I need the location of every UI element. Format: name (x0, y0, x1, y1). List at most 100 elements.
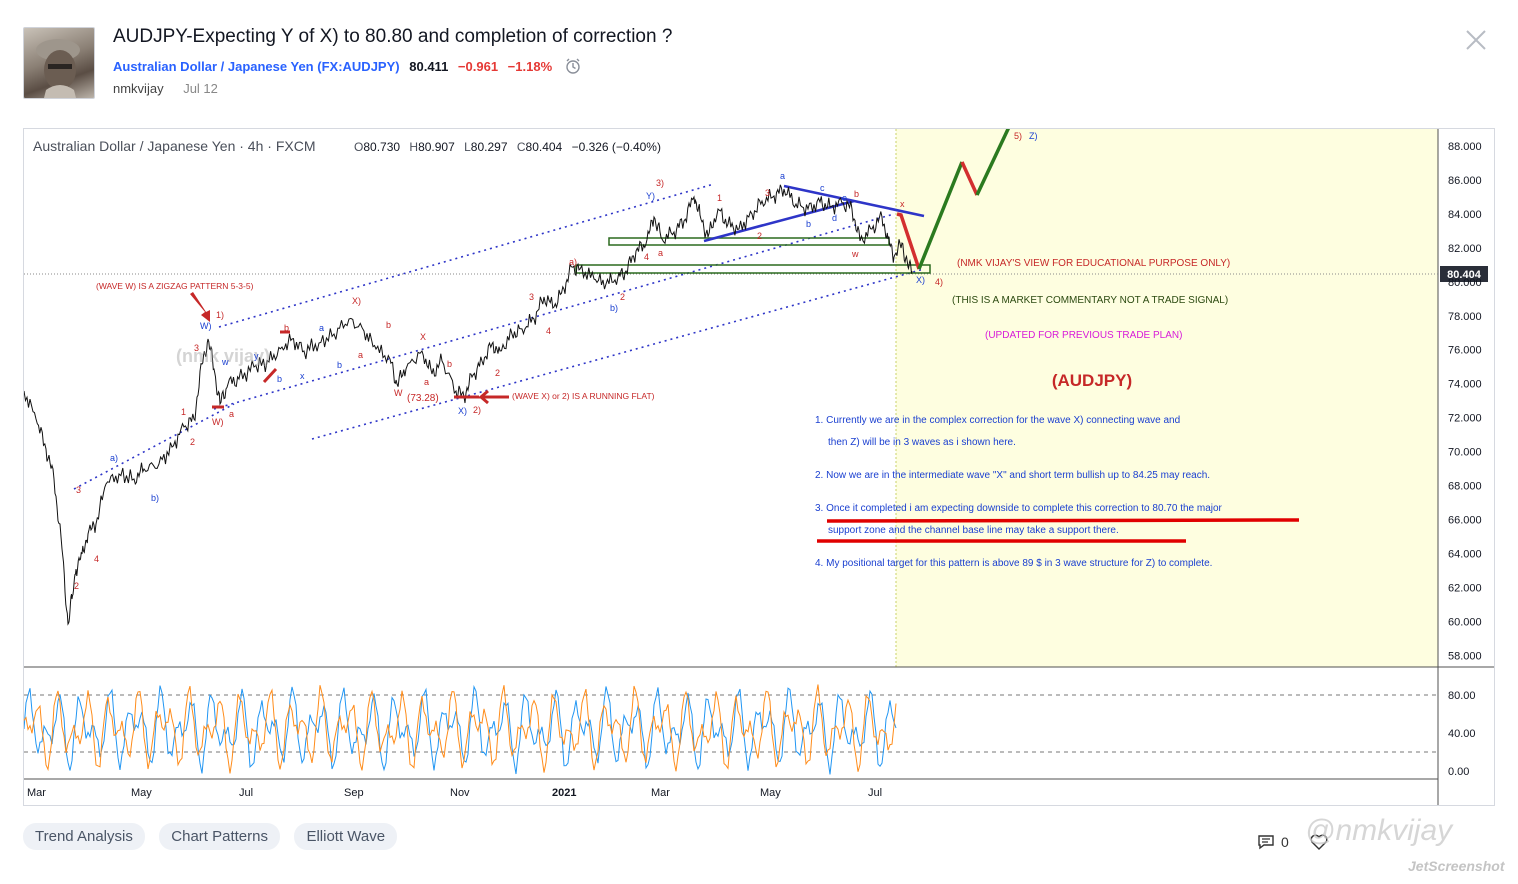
underline-1 (826, 518, 1300, 523)
annotation-low-price: (73.28) (407, 393, 439, 404)
price-axis: 88.000 86.000 84.000 82.000 80.000 78.000 76.0… (1448, 141, 1482, 662)
wave-4-red-d: 4 (94, 554, 99, 564)
price-axis-tick: 86.000 (1448, 175, 1482, 187)
wave-x-paren-1: X) (352, 296, 361, 306)
forecast-path (896, 126, 1011, 270)
wave-d-1: d (832, 213, 837, 223)
wave-1-red: 1 (717, 193, 722, 203)
price-change-percent: −1.18% (507, 58, 553, 74)
wave-b-blue-3: b (337, 360, 342, 370)
ticker-close-paren: ) (395, 58, 400, 74)
arrow-small-1 (262, 367, 278, 384)
forecast-up-leg-2 (975, 126, 1011, 196)
wave-3-red-e: 3 (194, 343, 199, 353)
chart-canvas[interactable]: 80.404 Australian Dollar / Japanese Yen … (23, 126, 1494, 805)
time-axis-tick: Jul (239, 787, 253, 799)
avatar[interactable] (23, 27, 95, 99)
note-2: 2. Now we are in the intermediate wave "… (815, 470, 1210, 481)
chart-container[interactable]: 80.404 Australian Dollar / Japanese Yen … (23, 126, 1495, 806)
price-axis-tick: 62.000 (1448, 582, 1482, 594)
author-watermark: @nmkvijay (1305, 814, 1453, 847)
ticker-open-paren: ( (317, 58, 322, 74)
ohlc-h-label: H (409, 140, 418, 154)
ohlc-c-label: C (517, 140, 526, 154)
wave-x-end: X) (916, 275, 925, 285)
note-3-line-2: support zone and the channel base line m… (828, 525, 1119, 536)
triangle-bottom (703, 199, 855, 243)
wave-b-1: b (806, 219, 811, 229)
wave-2-red-e: 2 (190, 437, 195, 447)
wave-z-target: Z) (1029, 131, 1038, 141)
annotation-arrows (190, 292, 509, 405)
price-axis-tick: 88.000 (1448, 141, 1482, 153)
idea-title: AUDJPY-Expecting Y of X) to 80.80 and co… (113, 26, 673, 47)
time-axis-tick: May (760, 787, 781, 799)
ohlc-high: 80.907 (418, 140, 455, 154)
ohlc-low: 80.297 (471, 140, 508, 154)
tag-chart-patterns[interactable]: Chart Patterns (159, 823, 280, 850)
stoch-k-line (23, 684, 897, 775)
time-axis-tick: Mar (651, 787, 670, 799)
forecast-down-leg (896, 212, 921, 270)
wave-2-red-d: 2 (74, 581, 79, 591)
last-price: 80.411 (409, 58, 449, 74)
price-axis-tick: 82.000 (1448, 243, 1482, 255)
wave-5-target: 5) (1014, 131, 1022, 141)
channel-middle (213, 213, 895, 410)
ohlc-readout: O80.730 H80.907 L80.297 C80.404 −0.326 (… (354, 140, 661, 154)
comment-icon (1258, 835, 1274, 850)
wave-2-red: 2 (620, 292, 625, 302)
wave-x-paren-low: X) (458, 406, 467, 416)
author-photo (36, 39, 80, 98)
price-axis-tick: 78.000 (1448, 311, 1482, 323)
wave-a-red-3: a (358, 350, 363, 360)
osc-axis-tick: 0.00 (1448, 766, 1469, 778)
wave-1-paren: 1) (216, 310, 224, 320)
last-price-tag-text: 80.404 (1447, 269, 1482, 281)
author-name-link[interactable]: nmkvijay (113, 81, 164, 96)
comments-button[interactable]: 0 (1257, 833, 1329, 851)
ohlc-l-label: L (464, 140, 471, 154)
wave-b-paren: b) (151, 493, 159, 503)
support-zone-box (575, 264, 931, 274)
wave-w-low: W) (212, 417, 224, 427)
oscillator-axis: 80.00 40.00 0.00 (1448, 690, 1476, 778)
note-1-line-1: 1. Currently we are in the complex corre… (815, 415, 1180, 426)
close-icon[interactable] (1464, 28, 1488, 52)
symbol-name-link[interactable]: Australian Dollar / Japanese Yen (113, 58, 314, 74)
comments-count: 0 (1281, 834, 1289, 850)
wave-c-1: c (820, 183, 825, 193)
price-axis-tick: 66.000 (1448, 514, 1482, 526)
heart-icon[interactable] (1309, 833, 1329, 851)
symbol-ticker-link[interactable]: (FX:AUDJPY) (317, 59, 399, 74)
time-axis: Mar May Jul Sep Nov 2021 Mar May Jul (27, 787, 882, 799)
time-axis-tick: May (131, 787, 152, 799)
osc-axis-tick: 80.00 (1448, 690, 1476, 702)
wave-a-red-4: a (424, 377, 429, 387)
wave-3-red-c: 3 (529, 292, 534, 302)
price-series (23, 184, 913, 626)
tag-trend-analysis[interactable]: Trend Analysis (23, 823, 145, 850)
note-4: 4. My positional target for this pattern… (815, 558, 1212, 569)
price-axis-tick: 58.000 (1448, 650, 1482, 662)
stoch-d-line (23, 684, 897, 774)
wave-w-paren: W) (200, 321, 212, 331)
wave-x-blue: x (300, 371, 305, 381)
arrow-x-note (476, 389, 509, 405)
price-axis-tick: 68.000 (1448, 481, 1482, 493)
price-axis-tick: 64.000 (1448, 548, 1482, 560)
annotation-wave-x: (WAVE X) or 2) IS A RUNNING FLAT) (512, 391, 655, 401)
time-axis-tick: Nov (450, 787, 470, 799)
alarm-clock-icon[interactable] (564, 57, 582, 78)
wave-e-1: e (842, 193, 847, 203)
wave-labels: 5) Z) W) 1) W) X) X) 2) 3) Y) X) 4) a) b… (74, 131, 1038, 591)
wave-b-blue-2: b (277, 374, 282, 384)
tag-elliott-wave[interactable]: Elliott Wave (294, 823, 398, 850)
wave-4-paren: 4) (935, 277, 943, 287)
wave-y-paren: Y) (646, 191, 655, 201)
wave-1-red-d: 1 (181, 407, 186, 417)
chart-symbol-header: Australian Dollar / Japanese Yen · 4h · … (33, 138, 315, 154)
chart-watermark: (nmk vijay) (176, 346, 270, 366)
analysis-notes: 1. Currently we are in the complex corre… (815, 415, 1223, 569)
wave-a-red-5: a (229, 409, 234, 419)
